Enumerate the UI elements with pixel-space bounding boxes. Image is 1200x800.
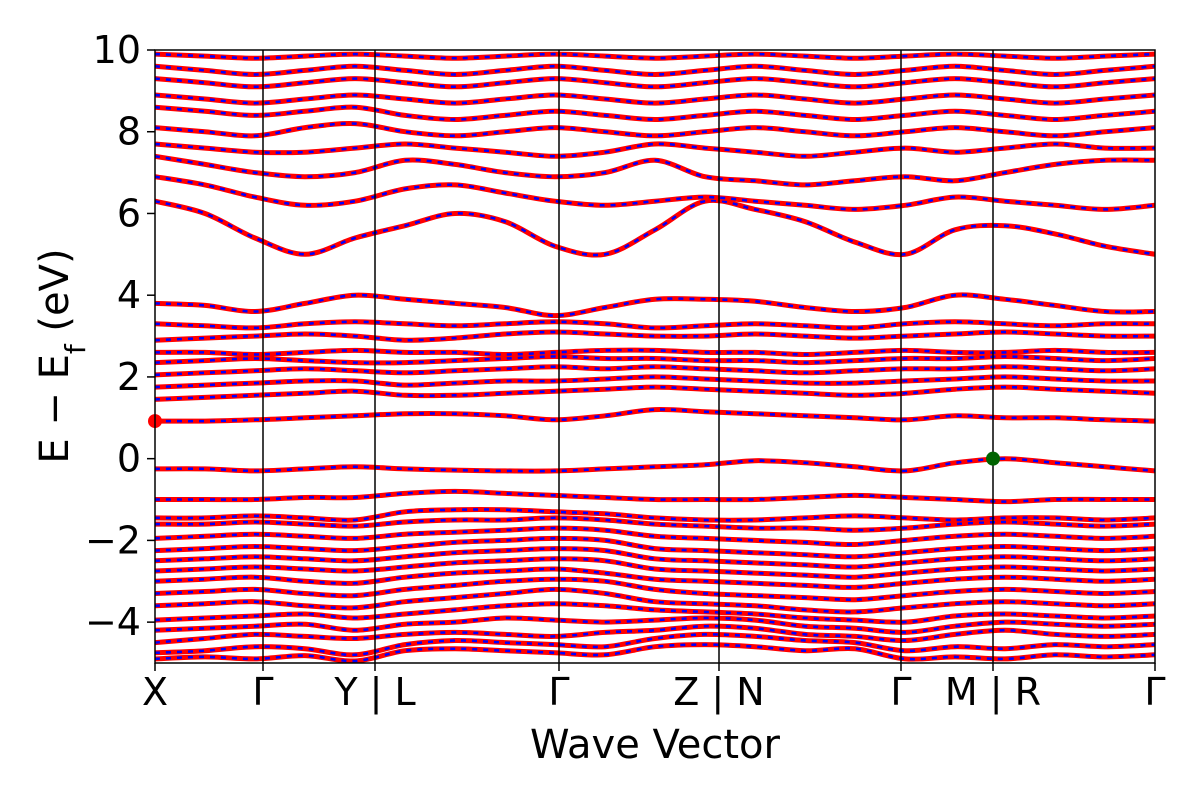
- band-26-spin-down: [155, 175, 1155, 211]
- band-24-spin-down: [155, 293, 1155, 317]
- y-tick-label-7: 10: [93, 28, 141, 72]
- band-15-spin-up: [155, 456, 1155, 474]
- band-24-spin-up: [155, 292, 1155, 319]
- plot-frame: [154, 49, 1156, 664]
- y-tick-label-6: 8: [117, 110, 141, 154]
- x-tick-label-0: X: [142, 670, 168, 714]
- y-tick-label-2: 0: [117, 437, 141, 481]
- y-ticks: −4 −2 0 2 4 6 8 10: [85, 28, 155, 644]
- x-tick-label-3: Γ: [548, 670, 569, 714]
- band-13-spin-down: [155, 508, 1155, 522]
- x-tick-label-4: Z | N: [673, 670, 764, 715]
- y-axis-title-main: E − E: [32, 354, 78, 464]
- band-32-spin-down: [155, 77, 1155, 89]
- band-10-spin-down: [155, 537, 1155, 559]
- band-11-spin-down: [155, 526, 1155, 546]
- band-11-spin-up: [155, 525, 1155, 548]
- markers-layer: [148, 414, 1000, 466]
- y-tick-label-0: −4: [85, 600, 141, 644]
- band-20-spin-up: [155, 353, 1155, 366]
- band-7-spin-up: [155, 566, 1155, 590]
- x-tick-label-7: Γ: [1144, 670, 1165, 714]
- y-tick-label-4: 4: [117, 273, 141, 317]
- band-9-spin-down: [155, 547, 1155, 569]
- y-axis-title-unit: (eV): [32, 248, 78, 344]
- band-34-spin-down: [155, 52, 1155, 60]
- band-32-spin-up: [155, 76, 1155, 90]
- band-30-spin-up: [155, 104, 1155, 123]
- vbm-marker: [986, 451, 1000, 466]
- band-14-spin-up: [155, 488, 1155, 505]
- band-19-spin-down: [155, 365, 1155, 377]
- band-16-spin-down: [155, 408, 1155, 423]
- band-8-spin-down: [155, 557, 1155, 579]
- band-31-spin-down: [155, 93, 1155, 105]
- band-7-spin-down: [155, 567, 1155, 589]
- band-21-spin-up: [155, 347, 1155, 358]
- band-28-spin-up: [155, 141, 1155, 159]
- x-axis-title: Wave Vector: [530, 722, 781, 768]
- band-1-spin-down: [155, 633, 1155, 657]
- band-2-spin-down: [155, 624, 1155, 644]
- band-4-spin-down: [155, 602, 1155, 624]
- y-tick-label-5: 6: [117, 191, 141, 235]
- band-16-spin-up: [155, 406, 1155, 424]
- band-28-spin-down: [155, 142, 1155, 158]
- band-33-spin-down: [155, 65, 1155, 76]
- band-14-spin-down: [155, 490, 1155, 503]
- y-tick-label-3: 2: [117, 355, 141, 399]
- band-31-spin-up: [155, 92, 1155, 106]
- y-axis-title-sub: f: [59, 343, 92, 354]
- band-5-spin-down: [155, 588, 1155, 614]
- x-tick-label-1: Γ: [252, 670, 273, 714]
- band-18-spin-down: [155, 375, 1155, 389]
- band-6-spin-down: [155, 577, 1155, 601]
- band-22-spin-down: [155, 330, 1155, 342]
- x-tick-label-5: Γ: [890, 670, 911, 714]
- band-23-spin-down: [155, 320, 1155, 330]
- band-26-spin-up: [155, 174, 1155, 212]
- band-12-spin-down: [155, 516, 1155, 532]
- band-3-spin-down: [155, 616, 1155, 634]
- y-axis-title: E − Ef (eV): [32, 248, 92, 463]
- x-tick-label-6: M | R: [945, 670, 1041, 715]
- high-symmetry-lines: [262, 50, 994, 663]
- band-33-spin-up: [155, 63, 1155, 78]
- x-tick-label-2: Y | L: [333, 670, 415, 715]
- bands-layer: [155, 51, 1155, 663]
- y-tick-label-1: −2: [85, 518, 141, 562]
- band-27-spin-down: [155, 155, 1155, 187]
- band-0-spin-down: [155, 643, 1155, 663]
- x-ticks: X Γ Y | L Γ Z | N Γ M | R Γ: [142, 663, 1166, 715]
- band-17-spin-down: [155, 385, 1155, 401]
- band-25-spin-up: [155, 197, 1155, 258]
- band-29-spin-down: [155, 122, 1155, 138]
- band-25-spin-down: [155, 199, 1155, 257]
- band-17-spin-up: [155, 384, 1155, 402]
- band-29-spin-up: [155, 120, 1155, 139]
- band-30-spin-down: [155, 105, 1155, 121]
